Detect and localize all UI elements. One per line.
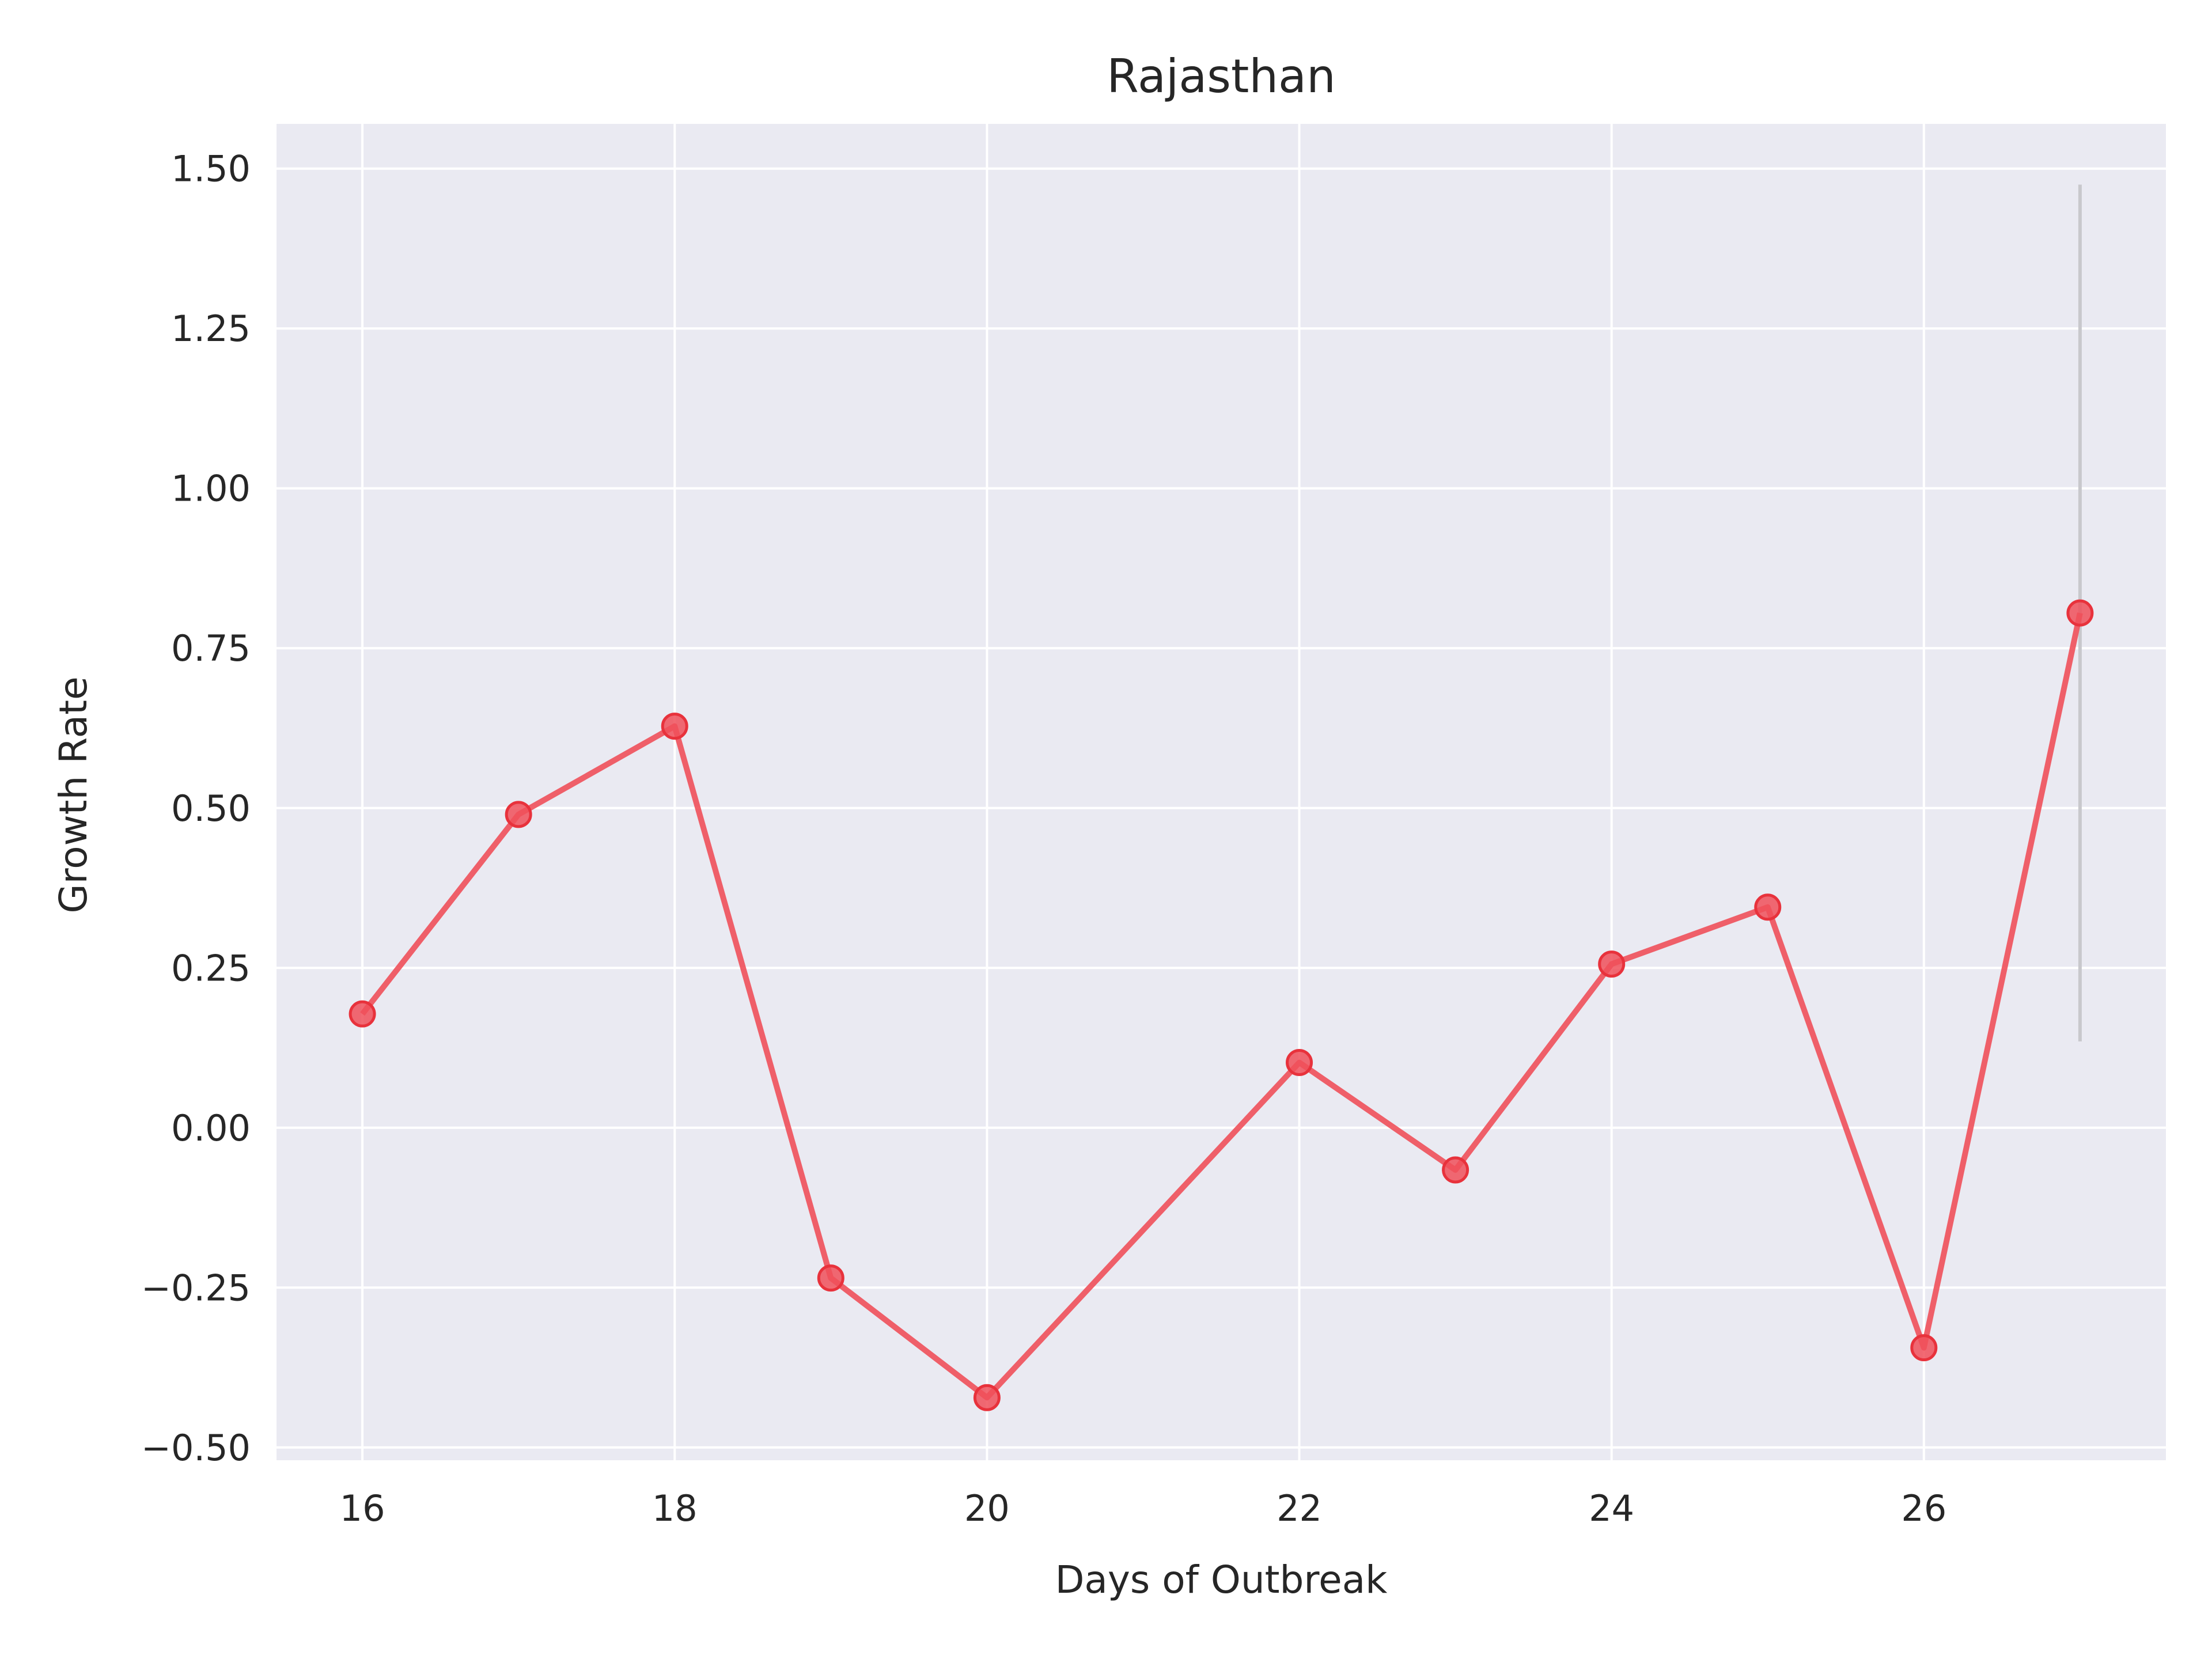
data-point	[505, 801, 532, 828]
x-tick-label: 26	[1901, 1487, 1946, 1529]
grid-lines	[276, 124, 2166, 1460]
data-point	[817, 1264, 844, 1292]
y-tick-label: 0.25	[171, 947, 251, 989]
plot-background	[276, 124, 2166, 1460]
data-point	[661, 713, 688, 740]
x-tick-label: 18	[652, 1487, 698, 1529]
y-tick-label: 1.00	[171, 468, 251, 510]
x-tick-label: 22	[1277, 1487, 1322, 1529]
y-tick-labels: −0.50 −0.25 0.00 0.25 0.50 0.75 1.00 1.25 1.50	[141, 148, 251, 1469]
data-point	[1754, 893, 1782, 921]
data-point	[973, 1384, 1001, 1411]
y-tick-label: −0.50	[141, 1427, 251, 1469]
x-tick-label: 20	[964, 1487, 1010, 1529]
data-point	[1598, 950, 1626, 978]
data-point	[2066, 599, 2094, 627]
y-axis-label: Growth Rate	[51, 676, 96, 913]
y-tick-label: 1.50	[171, 148, 251, 190]
x-tick-labels: 16 18 20 22 24 26	[340, 1487, 1947, 1529]
x-tick-label: 16	[340, 1487, 385, 1529]
data-point	[1442, 1156, 1469, 1184]
y-tick-label: 0.50	[171, 787, 251, 830]
data-point	[349, 1000, 376, 1028]
series-layer	[349, 599, 2094, 1411]
x-tick-label: 24	[1589, 1487, 1634, 1529]
data-point	[1286, 1049, 1313, 1077]
y-tick-label: 0.75	[171, 627, 251, 669]
y-tick-label: 1.25	[171, 308, 251, 350]
data-point	[1910, 1334, 1938, 1362]
chart-title: Rajasthan	[1107, 50, 1336, 103]
x-axis-label: Days of Outbreak	[1055, 1558, 1388, 1602]
y-tick-label: 0.00	[171, 1107, 251, 1149]
y-tick-label: −0.25	[141, 1267, 251, 1309]
